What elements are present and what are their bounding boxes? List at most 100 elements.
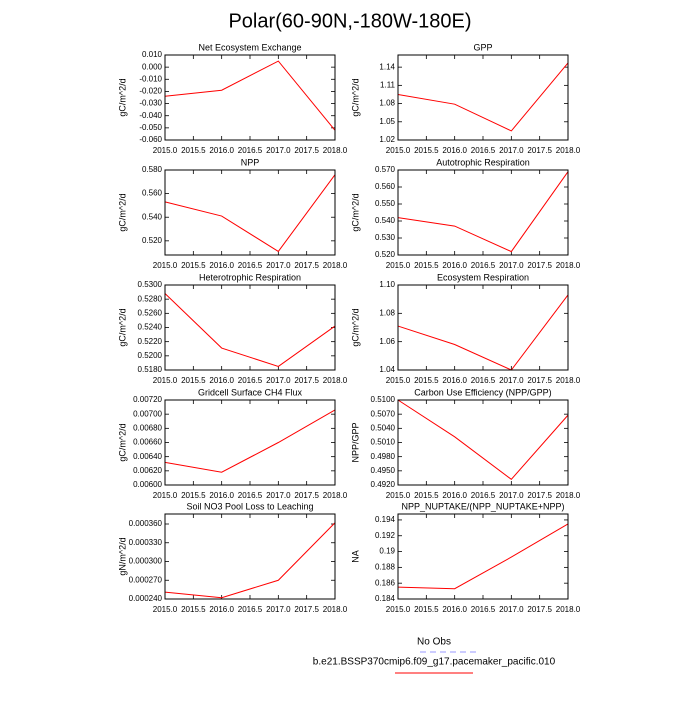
- x-tick-label: 2015.0: [386, 605, 411, 614]
- y-tick-label: -0.020: [139, 87, 162, 96]
- x-tick-label: 2015.5: [414, 146, 439, 155]
- y-tick-label: 0.000: [142, 62, 163, 71]
- x-tick-label: 2017.5: [294, 146, 319, 155]
- x-tick-label: 2018.0: [323, 261, 348, 270]
- panel-title: Net Ecosystem Exchange: [198, 42, 301, 52]
- y-tick-label: 0.580: [142, 165, 163, 174]
- y-tick-label: 0.000330: [129, 538, 163, 547]
- x-tick-label: 2015.0: [153, 146, 178, 155]
- y-tick-label: 0.186: [375, 578, 396, 587]
- y-tick-label: 1.14: [379, 62, 395, 71]
- y-tick-label: 0.5070: [371, 409, 396, 418]
- x-tick-label: 2015.5: [414, 605, 439, 614]
- x-tick-label: 2017.0: [266, 605, 291, 614]
- y-tick-label: 1.05: [379, 117, 395, 126]
- x-tick-label: 2017.5: [527, 376, 552, 385]
- y-tick-label: 0.5280: [138, 294, 163, 303]
- x-tick-label: 2016.5: [471, 605, 496, 614]
- y-tick-label: 0.4950: [371, 466, 396, 475]
- plot-frame: [164, 513, 336, 600]
- y-axis-label: gC/m^2/d: [117, 308, 127, 346]
- x-tick-label: 2015.5: [181, 491, 206, 500]
- x-tick-label: 2017.0: [266, 491, 291, 500]
- plot-frame: [397, 399, 569, 486]
- x-tick-label: 2016.0: [209, 146, 234, 155]
- x-tick-label: 2017.5: [527, 491, 552, 500]
- x-tick-label: 2018.0: [556, 261, 581, 270]
- data-line: [397, 62, 569, 132]
- y-tick-label: 1.08: [379, 308, 395, 317]
- x-tick-label: 2017.0: [499, 261, 524, 270]
- y-tick-label: 0.4980: [371, 452, 396, 461]
- x-tick-label: 2016.5: [238, 261, 263, 270]
- x-tick-label: 2016.5: [238, 376, 263, 385]
- y-tick-label: 0.520: [375, 250, 396, 259]
- y-tick-label: -0.010: [139, 74, 162, 83]
- plot-frame: [397, 284, 569, 371]
- x-tick-label: 2018.0: [556, 491, 581, 500]
- x-tick-label: 2015.5: [414, 261, 439, 270]
- plot-frame: [164, 54, 336, 141]
- y-tick-label: -0.050: [139, 123, 162, 132]
- x-tick-label: 2015.0: [153, 491, 178, 500]
- y-tick-label: 0.570: [375, 165, 396, 174]
- x-tick-label: 2016.0: [209, 605, 234, 614]
- x-tick-label: 2016.5: [238, 491, 263, 500]
- y-tick-label: -0.060: [139, 135, 162, 144]
- y-tick-label: 1.08: [379, 99, 395, 108]
- x-tick-label: 2016.5: [471, 376, 496, 385]
- x-tick-label: 2015.5: [414, 491, 439, 500]
- x-tick-label: 2016.0: [442, 261, 467, 270]
- y-tick-label: 0.00620: [133, 466, 162, 475]
- y-tick-label: 0.192: [375, 531, 396, 540]
- y-tick-label: 0.520: [142, 236, 163, 245]
- y-tick-label: 0.010: [142, 50, 163, 59]
- x-tick-label: 2017.0: [266, 376, 291, 385]
- x-tick-label: 2018.0: [323, 491, 348, 500]
- panel-title: Heterotrophic Respiration: [199, 272, 301, 282]
- data-line: [397, 523, 569, 590]
- x-tick-label: 2018.0: [556, 376, 581, 385]
- x-tick-label: 2018.0: [323, 376, 348, 385]
- y-tick-label: 0.00640: [133, 452, 162, 461]
- plot-frame: [164, 284, 336, 371]
- x-tick-label: 2018.0: [556, 605, 581, 614]
- y-axis-label: NPP/GPP: [350, 422, 360, 462]
- y-tick-label: 1.06: [379, 337, 395, 346]
- x-tick-label: 2016.0: [442, 491, 467, 500]
- y-tick-label: 0.00600: [133, 480, 162, 489]
- x-tick-label: 2017.0: [266, 261, 291, 270]
- plot-frame: [397, 169, 569, 256]
- x-tick-label: 2018.0: [323, 605, 348, 614]
- x-tick-label: 2016.0: [442, 376, 467, 385]
- plot-frame: [397, 513, 569, 600]
- y-tick-label: 0.5180: [138, 365, 163, 374]
- x-tick-label: 2016.5: [471, 261, 496, 270]
- x-tick-label: 2017.5: [294, 261, 319, 270]
- data-line: [397, 171, 569, 253]
- y-tick-label: 1.11: [380, 80, 396, 89]
- y-tick-label: 0.5220: [138, 337, 163, 346]
- y-tick-label: 1.10: [379, 280, 395, 289]
- y-tick-label: 0.4920: [371, 480, 396, 489]
- x-tick-label: 2018.0: [323, 146, 348, 155]
- x-tick-label: 2015.0: [386, 491, 411, 500]
- x-tick-label: 2016.5: [238, 146, 263, 155]
- y-tick-label: 0.5100: [371, 395, 396, 404]
- data-line: [397, 399, 569, 481]
- y-tick-label: 0.00660: [133, 438, 162, 447]
- x-tick-label: 2017.0: [499, 491, 524, 500]
- y-tick-label: 0.5260: [138, 308, 163, 317]
- y-tick-label: 0.540: [375, 216, 396, 225]
- x-tick-label: 2016.0: [209, 491, 234, 500]
- panel-title: Ecosystem Respiration: [437, 272, 529, 282]
- y-axis-label: gC/m^2/d: [350, 193, 360, 231]
- x-tick-label: 2016.5: [238, 605, 263, 614]
- y-tick-label: 0.000300: [129, 557, 163, 566]
- x-tick-label: 2017.0: [499, 376, 524, 385]
- x-tick-label: 2017.5: [527, 605, 552, 614]
- y-axis-label: gN/m^2/d: [117, 537, 127, 575]
- y-tick-label: 0.194: [375, 515, 396, 524]
- y-tick-label: 0.19: [379, 547, 395, 556]
- y-tick-label: -0.030: [139, 99, 162, 108]
